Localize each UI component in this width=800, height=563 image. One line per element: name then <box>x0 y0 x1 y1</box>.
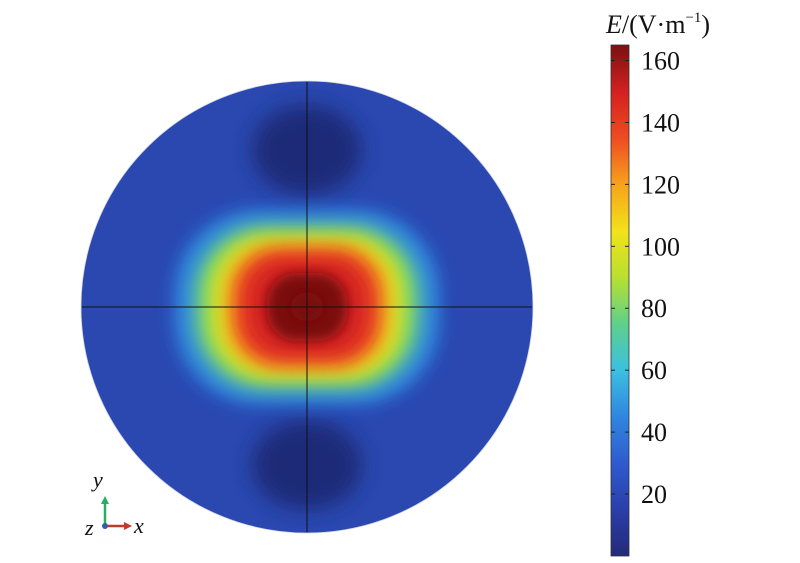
colorbar-ticks: 20 40 60 80 100 120 140 160 <box>611 46 680 509</box>
colorbar-tick-label: 140 <box>641 108 680 137</box>
colorbar-tick-label: 160 <box>641 46 680 75</box>
crosshair <box>82 82 532 532</box>
triad-z-origin <box>102 523 108 529</box>
colorbar-label-quantity: E <box>605 10 622 39</box>
colorbar-tick-label: 80 <box>641 294 667 323</box>
colorbar-label-exponent: −1 <box>685 10 701 26</box>
colorbar-tick-label: 100 <box>641 232 680 261</box>
triad-y-arrowhead <box>101 496 109 504</box>
colorbar-tick-label: 60 <box>641 356 667 385</box>
colorbar-bar <box>610 44 630 557</box>
colorbar-label-unit: /(V·m <box>622 10 686 39</box>
triad-y-label: y <box>91 467 103 492</box>
triad-x-arrowhead <box>124 522 132 530</box>
colorbar-tick-label: 40 <box>641 418 667 447</box>
triad-z-label: z <box>84 515 94 540</box>
colorbar: 20 40 60 80 100 120 140 160 E/(V·m−1) <box>605 10 710 557</box>
triad-x-label: x <box>133 513 144 538</box>
coordinate-triad: y x z <box>84 467 144 540</box>
colorbar-tick-label: 20 <box>641 480 667 509</box>
colorbar-label: E/(V·m−1) <box>605 10 710 39</box>
colorbar-label-suffix: ) <box>701 10 710 39</box>
colorbar-tick-label: 120 <box>641 170 680 199</box>
disk-outline <box>80 80 534 534</box>
